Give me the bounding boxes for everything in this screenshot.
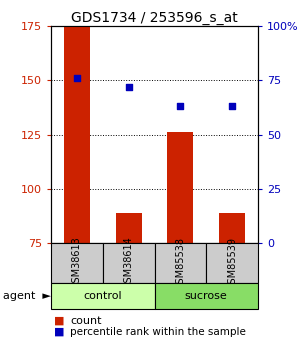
Bar <box>51 243 103 283</box>
Bar <box>154 243 206 283</box>
Text: count: count <box>70 316 102 326</box>
Bar <box>154 283 258 309</box>
Bar <box>206 243 258 283</box>
Point <box>74 75 79 81</box>
Bar <box>167 132 193 243</box>
Text: GSM85538: GSM85538 <box>176 237 185 289</box>
Text: control: control <box>83 291 122 301</box>
Bar <box>51 283 154 309</box>
Text: agent  ►: agent ► <box>3 291 51 301</box>
Text: ■: ■ <box>54 316 64 326</box>
Text: sucrose: sucrose <box>185 291 228 301</box>
Point <box>230 104 235 109</box>
Text: GSM38614: GSM38614 <box>124 237 134 289</box>
Bar <box>64 26 90 243</box>
Point <box>126 84 131 89</box>
Title: GDS1734 / 253596_s_at: GDS1734 / 253596_s_at <box>71 11 238 25</box>
Bar <box>116 213 142 243</box>
Point <box>178 104 183 109</box>
Text: GSM38613: GSM38613 <box>72 237 82 289</box>
Bar <box>103 243 154 283</box>
Text: ■: ■ <box>54 327 64 337</box>
Bar <box>219 213 245 243</box>
Text: GSM85539: GSM85539 <box>227 237 237 289</box>
Text: percentile rank within the sample: percentile rank within the sample <box>70 327 246 337</box>
